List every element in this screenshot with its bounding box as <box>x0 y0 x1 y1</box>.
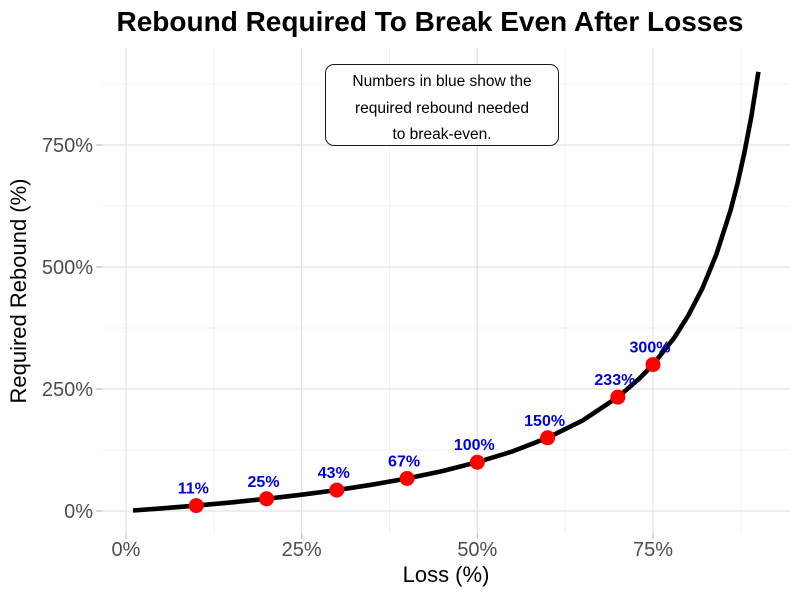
data-point <box>399 470 415 486</box>
point-label: 100% <box>454 437 495 454</box>
y-tick-label: 500% <box>42 257 93 279</box>
point-label: 43% <box>318 465 350 482</box>
data-point <box>469 454 485 470</box>
annotation-line: Numbers in blue show the <box>352 73 532 90</box>
data-point <box>610 389 626 405</box>
point-label: 11% <box>178 481 209 498</box>
annotation-box: Numbers in blue show the required reboun… <box>325 64 559 146</box>
point-label: 25% <box>248 474 280 491</box>
x-axis-title: Loss (%) <box>402 562 490 587</box>
point-label: 67% <box>388 453 420 470</box>
x-tick-label: 0% <box>112 539 141 561</box>
y-tick-label: 750% <box>42 135 93 157</box>
data-point <box>329 482 345 498</box>
y-axis-title: Required Rebound (%) <box>6 178 31 404</box>
data-point <box>188 498 204 514</box>
data-point <box>645 357 661 373</box>
point-label: 233% <box>594 372 635 389</box>
data-point <box>540 430 556 446</box>
y-tick-label: 250% <box>42 379 93 401</box>
point-label: 150% <box>524 413 565 430</box>
point-label: 300% <box>630 340 671 357</box>
annotation-line: required rebound needed <box>354 99 530 117</box>
data-point <box>259 491 275 507</box>
x-tick-label: 75% <box>633 539 673 561</box>
x-tick-label: 50% <box>457 539 497 561</box>
y-tick-label: 0% <box>64 501 93 523</box>
chart-title: Rebound Required To Break Even After Los… <box>116 6 744 37</box>
x-tick-label: 25% <box>282 539 322 561</box>
annotation-line: to break-even. <box>392 126 492 143</box>
